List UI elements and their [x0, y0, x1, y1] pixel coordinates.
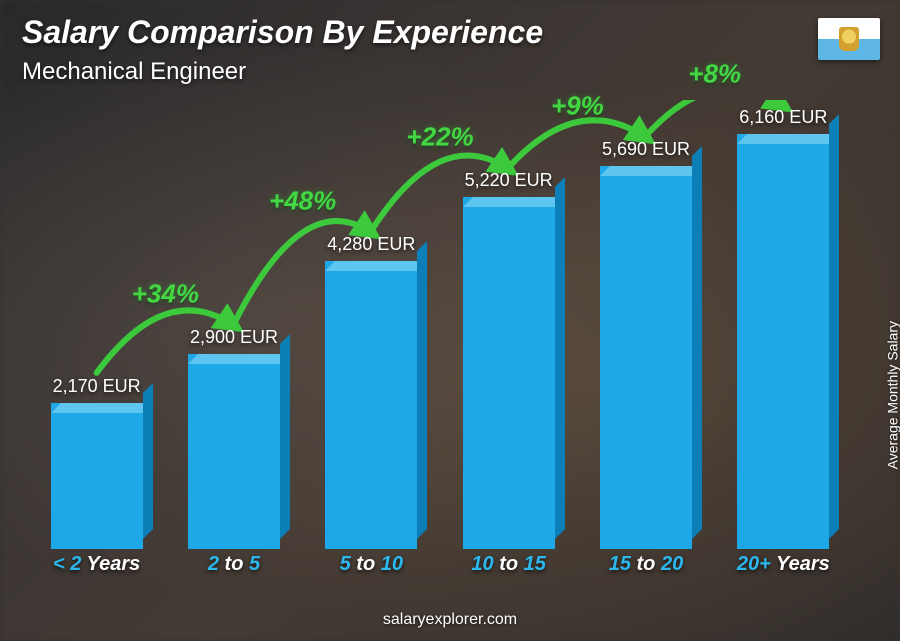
- increment-label: +22%: [406, 122, 473, 153]
- bar-top-face: [325, 261, 427, 271]
- bar-value-label: 5,220 EUR: [465, 170, 553, 191]
- bar-side-face: [417, 241, 427, 539]
- bars-container: 2,170 EUR 2,900 EUR 4,280 EUR 5,220 EUR 5,69…: [28, 100, 852, 549]
- x-axis-label: 20+ Years: [715, 553, 852, 583]
- bar-value-label: 2,170 EUR: [53, 376, 141, 397]
- bar-side-face: [829, 114, 839, 539]
- bar-side-face: [143, 383, 153, 539]
- increment-label: +9%: [551, 90, 604, 121]
- x-axis-label: < 2 Years: [28, 553, 165, 583]
- bar-slot: 2,900 EUR: [165, 100, 302, 549]
- x-axis-label: 2 to 5: [165, 553, 302, 583]
- bar-value-label: 6,160 EUR: [739, 107, 827, 128]
- bar: [463, 197, 555, 549]
- bar-top-face: [600, 166, 702, 176]
- bar: [325, 261, 417, 549]
- x-axis-label: 5 to 10: [303, 553, 440, 583]
- bar-top-face: [51, 403, 153, 413]
- bar: [188, 354, 280, 549]
- bar-top-face: [737, 134, 839, 144]
- increment-label: +34%: [132, 278, 199, 309]
- flag-emblem: [839, 27, 859, 51]
- bar-top-face: [188, 354, 290, 364]
- bar-side-face: [280, 334, 290, 539]
- bar-slot: 5,220 EUR: [440, 100, 577, 549]
- bar-value-label: 5,690 EUR: [602, 139, 690, 160]
- x-axis-label: 15 to 20: [577, 553, 714, 583]
- increment-label: +8%: [688, 59, 741, 90]
- y-axis-label: Average Monthly Salary: [884, 321, 900, 469]
- footer-source: salaryexplorer.com: [0, 611, 900, 629]
- bar-slot: 5,690 EUR: [577, 100, 714, 549]
- bar: [737, 134, 829, 549]
- bar-chart: 2,170 EUR 2,900 EUR 4,280 EUR 5,220 EUR 5,69…: [28, 100, 852, 583]
- bar-value-label: 2,900 EUR: [190, 327, 278, 348]
- x-axis-labels: < 2 Years2 to 55 to 1010 to 1515 to 2020…: [28, 553, 852, 583]
- bar: [51, 403, 143, 549]
- bar-slot: 4,280 EUR: [303, 100, 440, 549]
- bar-side-face: [692, 146, 702, 539]
- page-title: Salary Comparison By Experience: [22, 14, 543, 51]
- bar: [600, 166, 692, 549]
- page-subtitle: Mechanical Engineer: [22, 58, 246, 86]
- bar-value-label: 4,280 EUR: [327, 234, 415, 255]
- bar-side-face: [555, 177, 565, 539]
- bar-slot: 6,160 EUR: [715, 100, 852, 549]
- country-flag: [818, 18, 880, 60]
- x-axis-label: 10 to 15: [440, 553, 577, 583]
- bar-slot: 2,170 EUR: [28, 100, 165, 549]
- increment-label: +48%: [269, 185, 336, 216]
- bar-top-face: [463, 197, 565, 207]
- infographic-root: Salary Comparison By Experience Mechanic…: [0, 0, 900, 641]
